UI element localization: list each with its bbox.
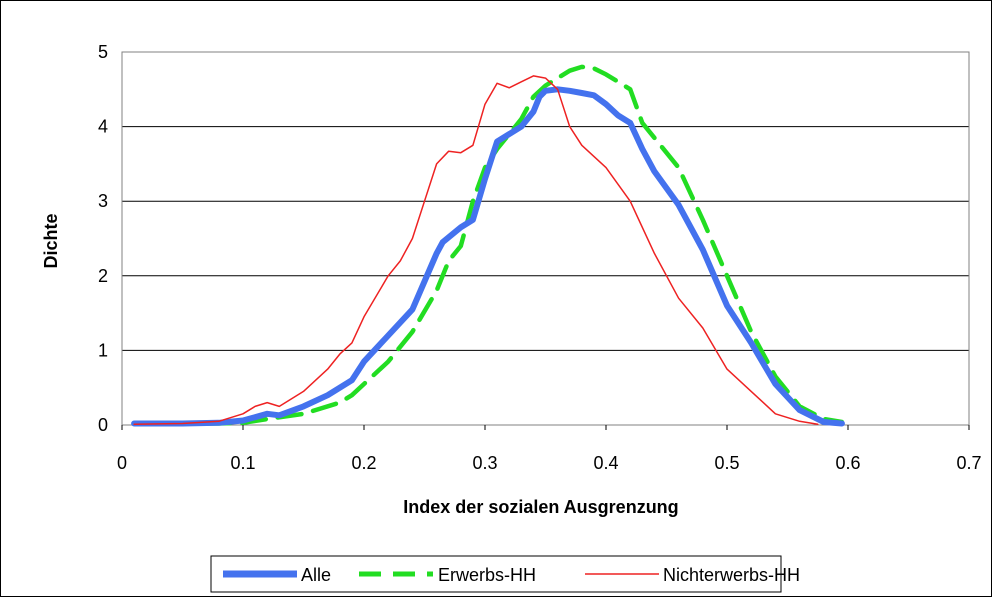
x-tick-label: 0.3 (472, 453, 497, 473)
legend-item-nichterwerbs: Nichterwerbs-HH (585, 565, 800, 585)
series-line-nichterwerbs-hh (133, 75, 819, 426)
legend-item-erwerbs: Erwerbs-HH (359, 565, 536, 585)
y-axis-title: Dichte (41, 213, 61, 268)
legend-label-nichterwerbs: Nichterwerbs-HH (663, 565, 800, 585)
legend-item-alle: Alle (223, 565, 331, 585)
legend-label-erwerbs: Erwerbs-HH (438, 565, 536, 585)
y-tick-label: 1 (98, 340, 108, 360)
x-tick-label: 0 (117, 453, 127, 473)
y-tick-label: 3 (98, 191, 108, 211)
x-tick-label: 0.6 (835, 453, 860, 473)
legend-box (210, 555, 782, 593)
legend-label-alle: Alle (301, 565, 331, 585)
x-tick-label: 0.1 (230, 453, 255, 473)
gridlines (122, 51, 969, 426)
y-tick-label: 0 (98, 415, 108, 435)
x-tick-label: 0.4 (593, 453, 618, 473)
series-lines (131, 64, 845, 427)
x-axis-title: Index der sozialen Ausgrenzung (403, 497, 678, 517)
plot-area (121, 51, 970, 426)
series-line-alle (131, 86, 845, 427)
x-tick-label: 0.5 (714, 453, 739, 473)
x-tick-labels: 0 0.1 0.2 0.3 0.4 0.5 0.6 0.7 (117, 425, 982, 473)
x-tick-label: 0.7 (956, 453, 981, 473)
y-tick-label: 4 (98, 117, 108, 137)
series-line-erwerbs-hh (131, 64, 845, 426)
x-tick-label: 0.2 (351, 453, 376, 473)
y-tick-label: 2 (98, 266, 108, 286)
legend: Alle Erwerbs-HH Nichterwerbs-HH (210, 555, 800, 593)
y-tick-labels: 0 1 2 3 4 5 (98, 42, 108, 435)
y-tick-label: 5 (98, 42, 108, 62)
